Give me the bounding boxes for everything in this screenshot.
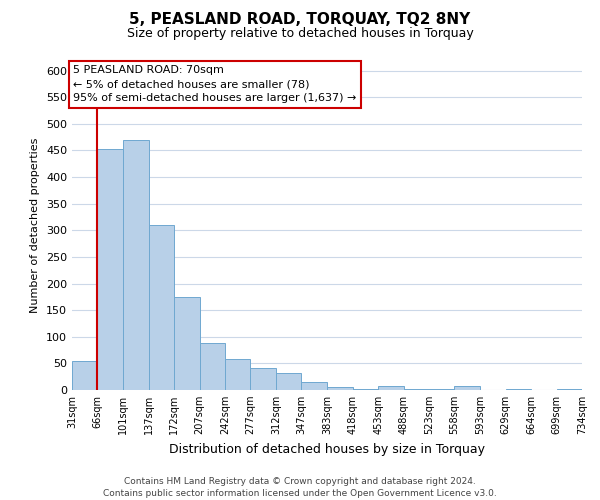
Bar — [250, 368, 276, 390]
Text: Size of property relative to detached houses in Torquay: Size of property relative to detached ho… — [127, 28, 473, 40]
Bar — [123, 140, 149, 390]
Bar — [174, 297, 200, 390]
Text: Contains HM Land Registry data © Crown copyright and database right 2024.
Contai: Contains HM Land Registry data © Crown c… — [103, 476, 497, 498]
Bar — [72, 360, 97, 390]
Bar — [149, 225, 174, 390]
Y-axis label: Number of detached properties: Number of detached properties — [31, 138, 40, 312]
Bar — [301, 382, 328, 390]
Bar — [225, 359, 250, 390]
Text: 5 PEASLAND ROAD: 70sqm
← 5% of detached houses are smaller (78)
95% of semi-deta: 5 PEASLAND ROAD: 70sqm ← 5% of detached … — [73, 66, 357, 104]
Bar — [200, 343, 225, 390]
Bar — [454, 386, 480, 390]
Bar — [97, 149, 123, 390]
Text: 5, PEASLAND ROAD, TORQUAY, TQ2 8NY: 5, PEASLAND ROAD, TORQUAY, TQ2 8NY — [130, 12, 470, 28]
X-axis label: Distribution of detached houses by size in Torquay: Distribution of detached houses by size … — [169, 442, 485, 456]
Bar — [378, 386, 404, 390]
Bar — [276, 373, 301, 390]
Bar — [328, 387, 353, 390]
